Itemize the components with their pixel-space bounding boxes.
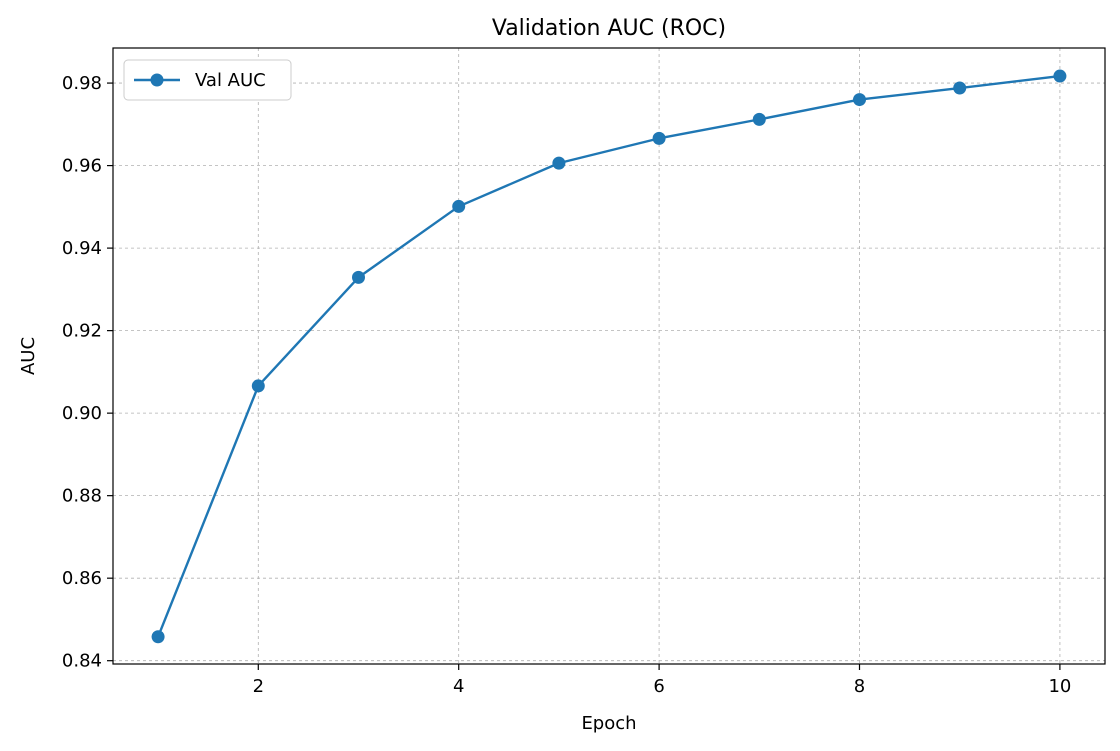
y-tick-label: 0.92 <box>62 321 102 342</box>
data-point <box>351 270 365 284</box>
data-point <box>251 379 265 393</box>
data-point <box>552 156 566 170</box>
plot-area-frame <box>112 47 1106 665</box>
data-point <box>652 131 666 145</box>
x-tick-label: 8 <box>854 676 865 697</box>
axis-ticks: 2 4 6 8 10 0.84 0.86 0.88 0.90 0.92 0.94 0.96 0.98 <box>62 73 1071 697</box>
data-point <box>452 199 466 213</box>
legend-box <box>123 59 292 101</box>
y-axis-label: AUC <box>18 337 39 375</box>
series-layer <box>151 69 1067 644</box>
data-point <box>853 93 867 107</box>
y-tick-label: 0.96 <box>62 156 102 177</box>
legend-label: Val AUC <box>195 70 266 91</box>
x-tick-label: 10 <box>1048 676 1071 697</box>
data-point <box>953 81 967 95</box>
y-tick-label: 0.84 <box>62 651 102 672</box>
chart-title: Validation AUC (ROC) <box>492 16 726 41</box>
data-point <box>151 630 165 644</box>
series-line-val-auc <box>156 74 1061 638</box>
data-point <box>752 112 766 126</box>
legend-marker-sample <box>150 73 164 87</box>
data-point <box>1053 69 1067 83</box>
x-tick-label: 4 <box>453 676 464 697</box>
y-tick-label: 0.88 <box>62 486 102 507</box>
y-tick-label: 0.98 <box>62 73 102 94</box>
y-tick-label: 0.86 <box>62 568 102 589</box>
x-tick-label: 2 <box>253 676 264 697</box>
y-tick-label: 0.90 <box>62 403 102 424</box>
y-tick-label: 0.94 <box>62 238 102 259</box>
x-tick-label: 6 <box>653 676 664 697</box>
x-axis-label: Epoch <box>581 713 636 734</box>
legend: Val AUC <box>123 59 292 101</box>
grid-lines <box>113 48 1105 664</box>
